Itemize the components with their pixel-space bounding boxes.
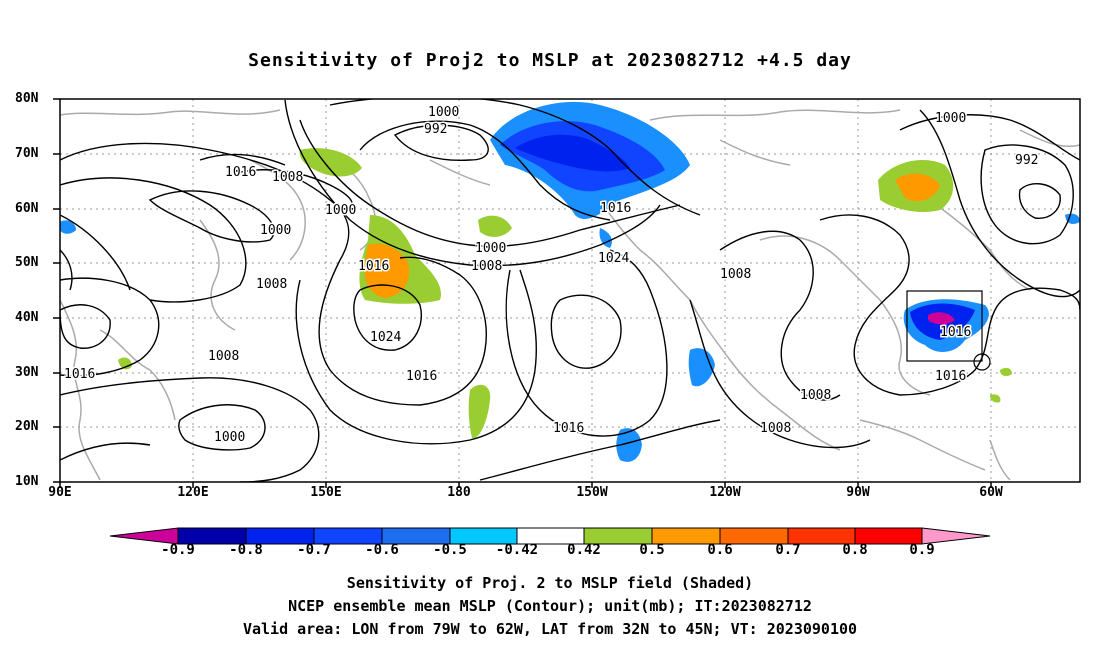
colorbar-label: -0.9 xyxy=(161,542,195,558)
lon-label: 150E xyxy=(310,485,342,500)
colorbar-label: -0.6 xyxy=(365,542,399,558)
contour-label: 1000 xyxy=(935,111,966,126)
colorbar-label: -0.7 xyxy=(297,542,331,558)
lon-label: 150W xyxy=(576,485,608,500)
colorbar-label: 0.42 xyxy=(567,542,601,558)
contour-label: 1016 xyxy=(358,259,389,274)
mslp-contours xyxy=(60,99,1080,482)
contour-label: 1000 xyxy=(325,203,356,218)
lon-label: 60W xyxy=(979,485,1003,500)
contour-label: 1000 xyxy=(214,430,245,445)
plot-frame xyxy=(59,98,1081,483)
tick-marks xyxy=(53,98,992,488)
contour-label: 1008 xyxy=(256,277,287,292)
contour-label: 1000 xyxy=(475,241,506,256)
colorbar-label: -0.42 xyxy=(495,542,539,558)
lat-label: 40N xyxy=(15,310,39,325)
contour-label: 1008 xyxy=(471,259,502,274)
colorbar-label: 0.8 xyxy=(842,542,868,558)
contour-label: 1008 xyxy=(720,267,751,282)
lat-label: 80N xyxy=(15,91,39,106)
colorbar-label: -0.8 xyxy=(229,542,263,558)
lat-label: 30N xyxy=(15,365,39,380)
lat-label: 20N xyxy=(15,419,39,434)
contour-label: 1016 xyxy=(64,367,95,382)
lat-label: 50N xyxy=(15,255,39,270)
colorbar-label: 0.7 xyxy=(775,542,801,558)
caption-shading: Sensitivity of Proj. 2 to MSLP field (Sh… xyxy=(346,574,754,592)
contour-labels: 1000 992 1016 1008 1000 1000 1008 1016 1… xyxy=(63,104,1040,447)
lon-label: 90E xyxy=(48,485,72,500)
lon-label: 120W xyxy=(709,485,741,500)
contour-label: 1024 xyxy=(598,251,629,266)
contour-label: 1008 xyxy=(272,170,303,185)
contour-label: 1024 xyxy=(370,330,401,345)
contour-label: 1016 xyxy=(553,421,584,436)
map-title: Sensitivity of Proj2 to MSLP at 20230827… xyxy=(248,50,852,71)
caption-contour: NCEP ensemble mean MSLP (Contour); unit(… xyxy=(288,597,812,615)
contour-label: 1016 xyxy=(940,325,971,340)
colorbar-label: 0.9 xyxy=(909,542,935,558)
lon-label: 180 xyxy=(447,485,471,500)
lat-label: 60N xyxy=(15,201,39,216)
sensitivity-shading xyxy=(60,101,1080,462)
storm-circle xyxy=(973,353,991,371)
colorbar-label: 0.5 xyxy=(639,542,665,558)
contour-label: 1000 xyxy=(428,105,459,120)
contour-label: 1016 xyxy=(225,165,256,180)
colorbar-label: -0.5 xyxy=(433,542,467,558)
contour-label: 1016 xyxy=(600,201,631,216)
contour-label: 992 xyxy=(1015,153,1038,168)
caption-valid-area: Valid area: LON from 79W to 62W, LAT fro… xyxy=(242,620,858,638)
contour-label: 1008 xyxy=(800,388,831,403)
lon-label: 120E xyxy=(177,485,209,500)
colorbar-label: 0.6 xyxy=(707,542,733,558)
lat-label: 70N xyxy=(15,146,39,161)
contour-label: 1008 xyxy=(760,421,791,436)
lon-label: 90W xyxy=(846,485,870,500)
contour-label: 1008 xyxy=(208,349,239,364)
contour-label: 1000 xyxy=(260,223,291,238)
valid-area-box xyxy=(906,290,983,362)
contour-label: 992 xyxy=(424,122,447,137)
colorbar-high-arrow xyxy=(921,527,991,545)
colorbar xyxy=(109,527,991,545)
lat-label: 10N xyxy=(15,474,39,489)
contour-label: 1016 xyxy=(406,369,437,384)
contour-label: 1016 xyxy=(935,369,966,384)
